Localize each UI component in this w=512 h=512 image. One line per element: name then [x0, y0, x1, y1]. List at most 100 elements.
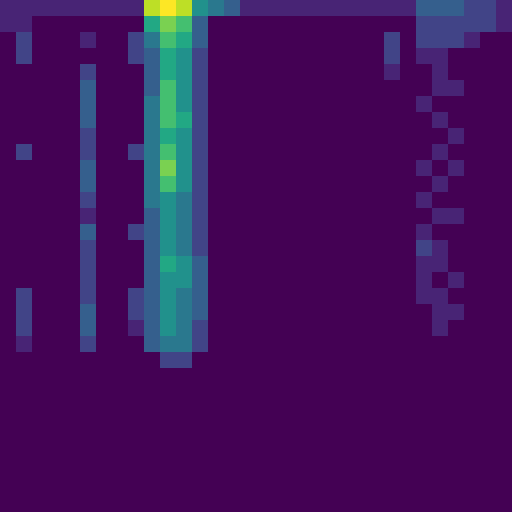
cell	[288, 144, 305, 161]
cell	[368, 448, 385, 465]
cell	[112, 128, 129, 145]
cell	[496, 432, 512, 449]
cell	[240, 144, 257, 161]
cell	[384, 352, 401, 369]
cell	[256, 112, 273, 129]
cell	[368, 384, 385, 401]
cell	[160, 112, 177, 129]
cell	[208, 400, 225, 417]
cell	[208, 336, 225, 353]
spectrogram	[0, 0, 512, 512]
cell	[64, 160, 81, 177]
cell	[288, 448, 305, 465]
cell	[144, 496, 161, 512]
cell	[192, 288, 209, 305]
cell	[160, 160, 177, 177]
cell	[448, 368, 465, 385]
cell	[368, 16, 385, 33]
cell	[432, 272, 449, 289]
cell	[112, 416, 129, 433]
cell	[128, 368, 145, 385]
cell	[496, 64, 512, 81]
cell	[64, 176, 81, 193]
cell	[288, 192, 305, 209]
cell	[256, 160, 273, 177]
cell	[336, 480, 353, 497]
cell	[400, 48, 417, 65]
cell	[48, 112, 65, 129]
cell	[192, 32, 209, 49]
cell	[352, 240, 369, 257]
cell	[288, 384, 305, 401]
cell	[48, 240, 65, 257]
cell	[80, 336, 97, 353]
cell	[352, 368, 369, 385]
cell	[32, 224, 49, 241]
cell	[0, 496, 17, 512]
cell	[0, 80, 17, 97]
cell	[368, 224, 385, 241]
cell	[432, 432, 449, 449]
cell	[176, 288, 193, 305]
cell	[112, 496, 129, 512]
cell	[400, 208, 417, 225]
cell	[176, 80, 193, 97]
cell	[192, 64, 209, 81]
cell	[320, 256, 337, 273]
cell	[208, 352, 225, 369]
cell	[256, 96, 273, 113]
cell	[416, 64, 433, 81]
cell	[384, 176, 401, 193]
cell	[224, 0, 241, 17]
cell	[400, 464, 417, 481]
cell	[240, 176, 257, 193]
cell	[240, 48, 257, 65]
cell	[368, 256, 385, 273]
cell	[336, 128, 353, 145]
cell	[192, 144, 209, 161]
cell	[128, 256, 145, 273]
cell	[320, 80, 337, 97]
cell	[336, 256, 353, 273]
cell	[400, 320, 417, 337]
cell	[160, 480, 177, 497]
cell	[192, 320, 209, 337]
cell	[224, 304, 241, 321]
cell	[256, 192, 273, 209]
cell	[480, 96, 497, 113]
cell	[64, 480, 81, 497]
cell	[336, 416, 353, 433]
cell	[96, 496, 113, 512]
cell	[352, 128, 369, 145]
cell	[80, 320, 97, 337]
cell	[240, 480, 257, 497]
cell	[224, 336, 241, 353]
cell	[64, 384, 81, 401]
cell	[256, 272, 273, 289]
cell	[96, 432, 113, 449]
cell	[112, 64, 129, 81]
cell	[208, 304, 225, 321]
cell	[464, 432, 481, 449]
cell	[32, 16, 49, 33]
cell	[192, 256, 209, 273]
cell	[352, 96, 369, 113]
cell	[16, 496, 33, 512]
cell	[48, 288, 65, 305]
cell	[304, 112, 321, 129]
cell	[416, 240, 433, 257]
cell	[448, 384, 465, 401]
cell	[384, 128, 401, 145]
cell	[384, 240, 401, 257]
cell	[480, 192, 497, 209]
cell	[352, 320, 369, 337]
cell	[160, 48, 177, 65]
cell	[256, 176, 273, 193]
cell	[416, 352, 433, 369]
cell	[160, 240, 177, 257]
cell	[176, 192, 193, 209]
cell	[400, 32, 417, 49]
cell	[384, 400, 401, 417]
cell	[416, 288, 433, 305]
cell	[432, 240, 449, 257]
